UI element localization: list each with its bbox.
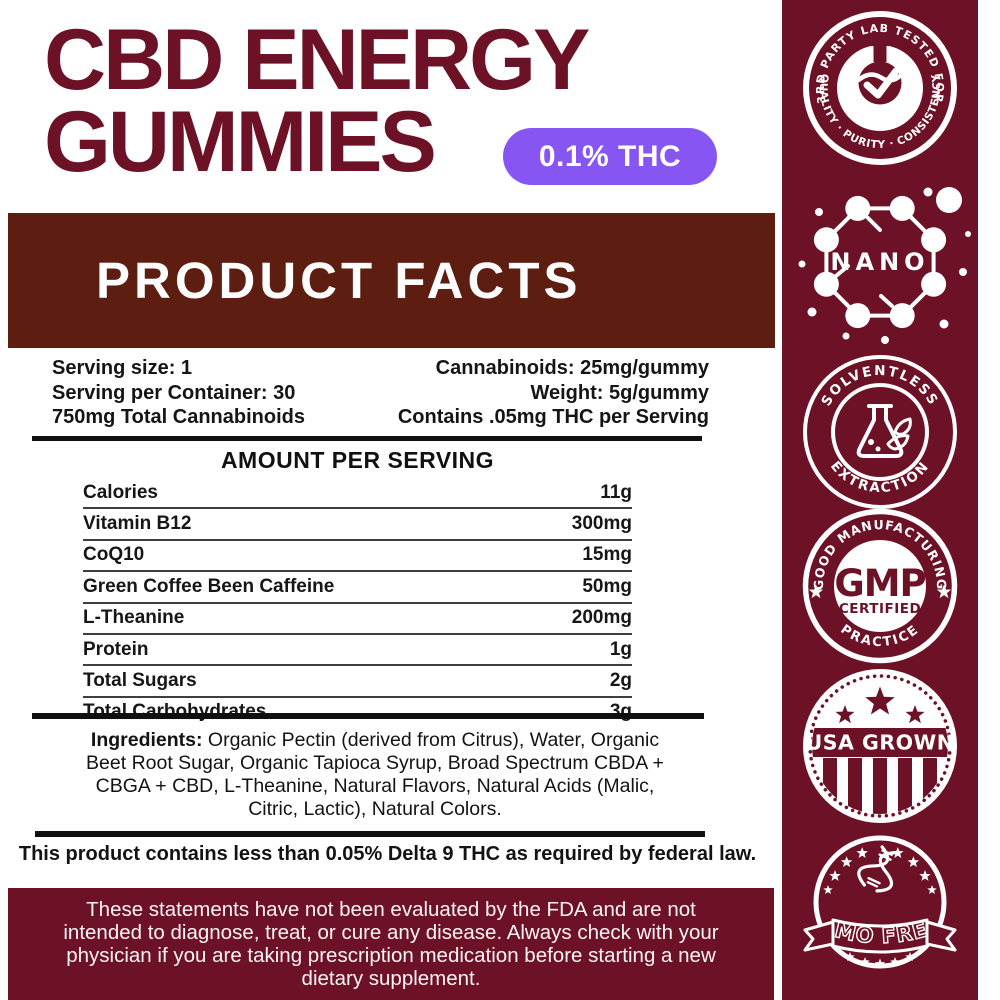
table-row: Calories 11g [83,478,632,510]
molecule-icon [813,195,947,329]
ingredients-body: Organic Pectin (derived from Citrus), Wa… [86,729,664,820]
serving-info-right: Cannabinoids: 25mg/gummy Weight: 5g/gumm… [398,356,709,430]
thc-per-serving: Contains .05mg THC per Serving [397,406,709,428]
table-row: Total Sugars 2g [83,666,632,698]
badge-ring-inner [831,383,929,481]
nutrient-value: 15mg [582,544,632,566]
nutrient-label: Vitamin B12 [83,513,192,535]
dna-icon [857,845,897,893]
nutrient-label: Calories [83,481,158,503]
usa-grown-label: USA GROWN [806,731,955,755]
total-cannabinoids: 750mg Total Cannabinoids [52,406,305,428]
thc-content-badge-label: 0.1% THC [538,139,682,173]
nutrient-label: Protein [83,638,149,660]
nutrient-label: L-Theanine [83,607,185,629]
product-title-line2: GUMMIES [44,93,437,190]
lab-tested-badge: 3RD PARTY LAB TESTED FOR QUALITY · PURIT… [803,11,957,165]
badge-ring [802,508,958,664]
divider-thick-bottom [35,831,705,837]
nutrition-table: Calories 11g Vitamin B12 300mg CoQ10 15m… [83,478,632,727]
fda-disclaimer-text: These statements have not been evaluated… [63,897,719,991]
nutrient-value: 300mg [571,513,632,535]
solventless-extraction-badge: SOLVENTLESS EXTRACTION [803,355,957,509]
product-facts-banner-title: PRODUCT FACTS [96,252,582,309]
gmp-certified-text: CERTIFIED [839,601,921,617]
nutrient-value: 11g [600,481,632,503]
gmp-certified-badge: GOOD MANUFACTURING PRACTICE GMP CERTIFIE… [802,508,958,664]
nano-badge: NANO [798,187,971,344]
amount-per-serving-header: AMOUNT PER SERVING [220,447,495,473]
flask-leaf-icon [856,404,912,458]
usa-grown-badge: USA GROWN [803,669,957,823]
usa-grown-band [812,728,948,757]
table-row: Green Coffee Been Caffeine 50mg [83,572,632,604]
thc-content-badge: 0.1% THC [503,128,717,185]
gmp-center-text: GMP [834,562,925,605]
serving-size: Serving size: 1 [52,357,193,379]
servings-per-container: Serving per Container: 30 [52,381,296,404]
ingredients: Ingredients: Organic Pectin (derived fro… [70,729,680,821]
gmo-free-badge: GMO FREE [795,826,957,969]
badge-center-disc [834,540,926,632]
dotted-ring [808,674,952,818]
molecule-satellite-dots [798,187,971,344]
fda-disclaimer-band: These statements have not been evaluated… [8,888,774,1000]
product-title-line1: CBD ENERGY [44,12,590,108]
table-row: CoQ10 15mg [83,541,632,573]
nutrient-value: 1g [609,638,632,660]
divider-thick-top [32,436,702,441]
table-row: Protein 1g [83,635,632,667]
table-row: L-Theanine 200mg [83,604,632,635]
ribbon-banner [803,918,957,954]
cannabinoids-per-gummy: Cannabinoids: 25mg/gummy [435,357,709,379]
nutrient-value: 200mg [571,607,632,629]
serving-info: Serving size: 1 Serving per Container: 3… [52,356,709,430]
table-row: Vitamin B12 300mg [83,509,632,541]
nutrient-value: 2g [609,670,632,692]
product-title: CBD ENERGY GUMMIES [44,12,590,190]
weight-per-gummy: Weight: 5g/gummy [530,381,709,404]
badge-sidebar: 3RD PARTY LAB TESTED FOR QUALITY · PURIT… [782,0,978,1000]
nutrient-label: CoQ10 [83,544,145,566]
divider-thick-middle [32,713,704,719]
nutrient-label: Total Sugars [83,670,197,692]
thc-legal-disclaimer: This product contains less than 0.05% De… [18,843,757,865]
flask-check-icon [856,40,904,105]
badge-ring [803,11,957,165]
serving-info-left: Serving size: 1 Serving per Container: 3… [52,356,305,430]
nano-label: NANO [830,248,929,276]
nutrient-label: Green Coffee Been Caffeine [83,575,335,597]
ingredients-label: Ingredients: [90,729,203,751]
product-facts-banner: PRODUCT FACTS [8,213,775,348]
badge-ring-outer [803,355,957,509]
nutrient-value: 50mg [582,575,632,597]
